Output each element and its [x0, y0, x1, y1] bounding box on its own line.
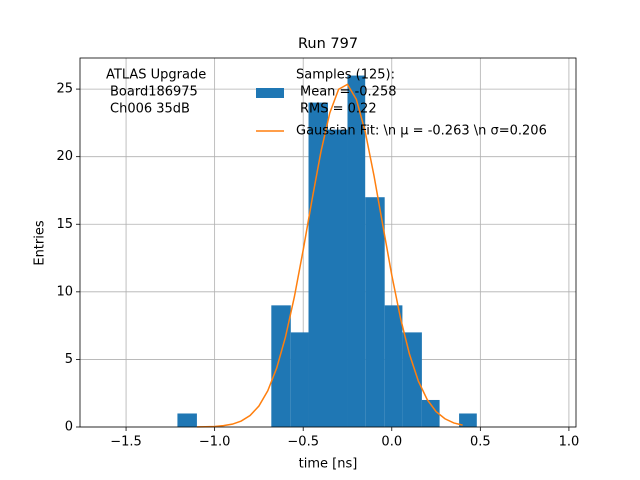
y-axis-label: Entries	[33, 220, 48, 266]
x-axis-label: time [ns]	[299, 457, 358, 472]
x-tick-label: 0.5	[470, 435, 491, 450]
x-tick-label: −1.5	[110, 435, 142, 450]
histogram-bar	[402, 332, 422, 427]
y-tick-label: 15	[56, 217, 73, 232]
legend-label: Gaussian Fit: \n μ = -0.263 \n σ=0.206	[296, 124, 547, 139]
histogram-bar	[290, 332, 309, 427]
legend-label: RMS = 0.22	[300, 102, 377, 117]
histogram-bar	[384, 305, 403, 427]
histogram-bar	[328, 129, 348, 427]
plot-frame	[79, 57, 577, 428]
histogram-bar	[421, 399, 440, 427]
fit-line	[196, 83, 463, 428]
histogram-bar	[177, 413, 197, 427]
histogram-bar	[347, 75, 366, 428]
y-tick-label: 10	[56, 284, 73, 299]
y-tick-label: 20	[56, 149, 73, 164]
histogram-bar	[308, 102, 328, 427]
annotation-line: ATLAS Upgrade	[106, 68, 206, 83]
legend-swatch	[256, 88, 284, 98]
x-tick-label: −1.0	[199, 435, 231, 450]
annotation-line: Ch006 35dB	[110, 102, 190, 117]
legend-label: Samples (125):	[296, 68, 395, 83]
x-tick-label: −0.5	[287, 435, 319, 450]
x-tick-label: 0.0	[381, 435, 402, 450]
x-tick-label: 1.0	[559, 435, 580, 450]
chart-title: Run 797	[298, 36, 358, 52]
histogram-bar	[365, 197, 385, 427]
y-tick-label: 5	[65, 352, 73, 367]
annotation-line: Board186975	[110, 85, 198, 100]
legend-label: Mean = -0.258	[300, 85, 396, 100]
y-tick-label: 25	[56, 82, 73, 97]
histogram-bar	[459, 413, 477, 427]
y-tick-label: 0	[65, 420, 73, 435]
